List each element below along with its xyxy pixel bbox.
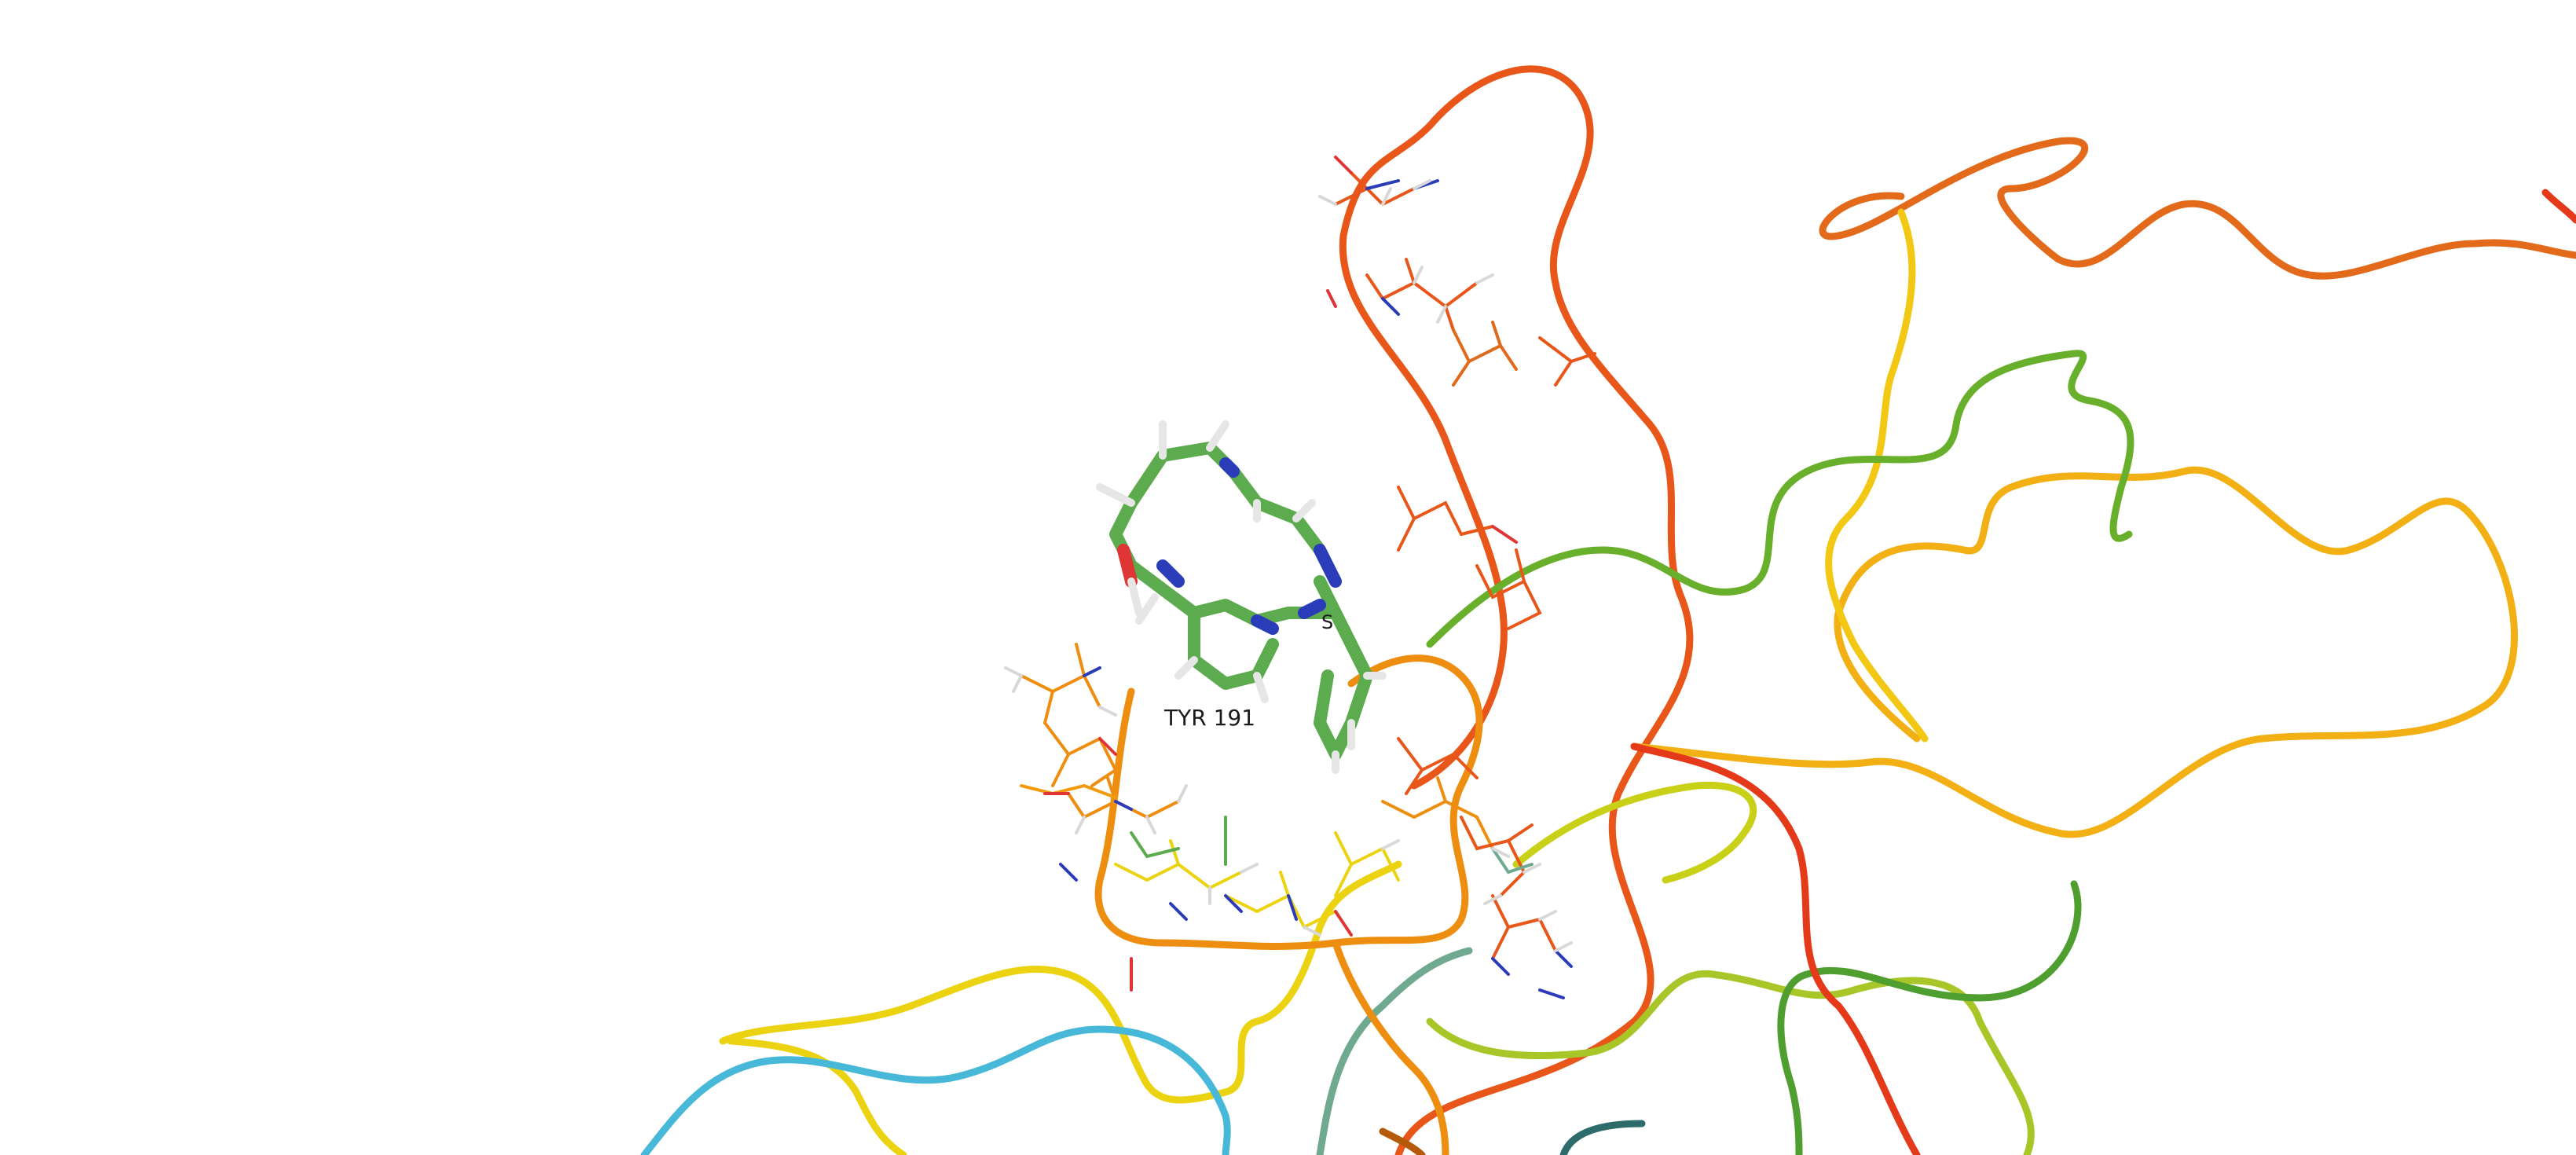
- residue-label-partial: S: [1321, 611, 1333, 633]
- backbone-red-end: [2541, 189, 2576, 224]
- backbone-yellow-green-lower: [1512, 781, 1757, 884]
- ligand-hydrogens: [1096, 420, 1387, 774]
- backbone-yellow-bottom-left-2: [727, 1037, 907, 1155]
- heteroatom-sticks: [1043, 156, 1573, 999]
- backbone-green-hook: [1777, 880, 2082, 1155]
- backbone-green: [1426, 350, 2134, 648]
- backbone-yellow-long: [1630, 466, 2518, 838]
- backbone-upper-right-orange: [1819, 137, 2576, 280]
- residue-label-tyr191: TYR 191: [1163, 705, 1255, 731]
- ligand-carbon-bonds: [1109, 442, 1373, 761]
- backbone-teal-2: [1559, 1120, 1646, 1155]
- backbone-yellow-vertical: [1825, 208, 1929, 742]
- backbone-yellow-green-right: [1426, 970, 2035, 1155]
- hydrogen-sticks: [1004, 179, 1573, 952]
- backbone-orange-small: [1379, 1128, 1426, 1155]
- backbone-orange-inner: [1094, 654, 1483, 950]
- residue-sticks: [1020, 171, 1596, 960]
- backbone-cyan: [640, 1025, 1231, 1155]
- backbone-yellow-bottom-left: [719, 860, 1402, 1104]
- backbone-loop-orange-red: [1339, 65, 1694, 1155]
- backbone-red-lower: [1630, 742, 1921, 1155]
- backbone-orange-down: [1332, 939, 1449, 1155]
- ligand-oxygen-bond: [1117, 544, 1138, 588]
- protein-backbone-tubes: [640, 65, 2576, 1155]
- ligand: [1096, 420, 1387, 774]
- backbone-teal: [1316, 947, 1473, 1155]
- ligand-nitrogen-bonds: [1156, 457, 1342, 635]
